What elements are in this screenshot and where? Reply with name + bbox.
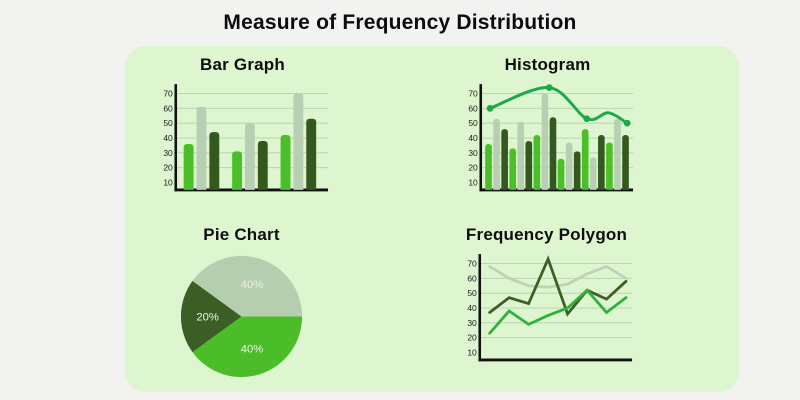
svg-text:60: 60: [468, 103, 478, 113]
svg-text:40%: 40%: [241, 279, 263, 291]
svg-text:70: 70: [467, 258, 477, 268]
svg-text:10: 10: [468, 177, 478, 187]
frequency-polygon-title: Frequency Polygon: [465, 225, 628, 244]
page-title: Measure of Frequency Distribution: [223, 11, 577, 34]
svg-text:40: 40: [467, 303, 477, 313]
svg-text:50: 50: [163, 118, 173, 128]
svg-text:60: 60: [467, 273, 477, 283]
frequency-polygon-chart: 70 60 50 40 30 20 10: [467, 254, 632, 362]
svg-text:40: 40: [163, 133, 173, 143]
svg-text:20: 20: [163, 163, 173, 173]
svg-text:10: 10: [163, 177, 173, 187]
svg-text:50: 50: [468, 118, 478, 128]
frequency-polygon-section: Frequency Polygon 70 60 50 40 30 20 10: [432, 219, 739, 392]
svg-text:40: 40: [468, 133, 478, 143]
svg-text:60: 60: [163, 103, 173, 113]
histogram-section: Histogram 70 60 50 40 30 20 10: [432, 46, 739, 219]
svg-text:70: 70: [468, 88, 478, 98]
svg-text:50: 50: [467, 288, 477, 298]
bar-graph-section: Bar Graph 70 60 50 40 30 20 10: [125, 46, 432, 219]
svg-text:10: 10: [467, 347, 477, 357]
svg-text:40%: 40%: [241, 344, 263, 356]
pie-chart-title: Pie Chart: [203, 225, 280, 244]
bar-graph-chart: 70 60 50 40 30 20 10: [163, 84, 328, 192]
bar-graph-title: Bar Graph: [200, 55, 285, 74]
histogram-title: Histogram: [504, 55, 591, 74]
pie-chart-section: Pie Chart 40% 20% 40%: [125, 219, 432, 392]
svg-text:20%: 20%: [196, 311, 218, 323]
svg-text:30: 30: [163, 148, 173, 158]
histogram-chart: 70 60 50 40 30 20 10: [468, 84, 633, 192]
svg-text:30: 30: [467, 318, 477, 328]
svg-text:20: 20: [467, 333, 477, 343]
svg-text:30: 30: [468, 148, 478, 158]
pie-wrap: 40% 20% 40%: [178, 253, 305, 380]
svg-text:20: 20: [468, 163, 478, 173]
frequency-distribution-panel: Bar Graph 70 60 50 40 30 20 10 Histogram 70 60 5…: [125, 46, 739, 392]
svg-text:70: 70: [163, 88, 173, 98]
pie-chart: 40% 20% 40%: [180, 255, 303, 378]
